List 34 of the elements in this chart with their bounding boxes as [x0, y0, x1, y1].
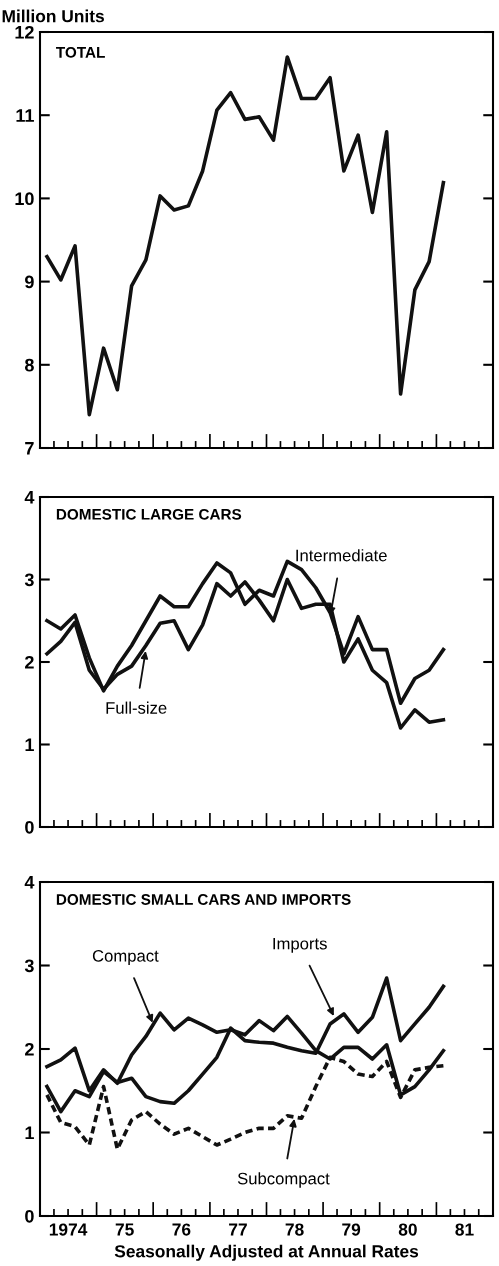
annotation: Imports	[273, 937, 327, 953]
y-tick-label: 1	[25, 1126, 34, 1140]
y-tick-label: 7	[25, 442, 34, 455]
y-tick-label: 10	[15, 192, 34, 206]
y-tick-label: 12	[15, 25, 34, 39]
y-tick-label: 8	[24, 358, 34, 372]
y-tick-label: 3	[24, 573, 34, 587]
x-tick-label: 78	[285, 1223, 304, 1236]
y-tick-label: 4	[24, 491, 35, 504]
y-tick-label: 2	[25, 655, 34, 669]
x-tick-label: 77	[229, 1223, 247, 1236]
annotation: Subcompact	[237, 1172, 330, 1188]
x-axis-title: Seasonally Adjusted at Annual Rates	[114, 1244, 419, 1261]
annotation: Compact	[92, 949, 159, 966]
y-tick-label: 1	[25, 738, 34, 752]
x-tick-label: 75	[115, 1223, 134, 1236]
y-tick-label: 0	[25, 820, 34, 834]
y-tick-label: 3	[24, 959, 34, 973]
annotation: Intermediate	[296, 549, 387, 562]
x-tick-label: 76	[172, 1223, 191, 1236]
x-tick-label: 81	[455, 1223, 474, 1236]
y-tick-label: 0	[25, 1209, 34, 1223]
x-tick-label: 80	[398, 1223, 417, 1236]
y-tick-label: 11	[16, 109, 34, 122]
x-tick-label: 79	[342, 1223, 361, 1236]
y-tick-label: 4	[24, 876, 35, 889]
x-tick-label: 1974	[49, 1223, 88, 1236]
annotation: Full-size	[106, 701, 167, 714]
y-tick-label: 9	[25, 275, 34, 289]
text: DOMESTIC SMALL CARS AND IMPORTS	[56, 894, 351, 905]
text: TOTAL	[56, 46, 105, 58]
y-axis-title: Million Units	[2, 9, 104, 23]
text: DOMESTIC LARGE CARS	[56, 508, 242, 520]
y-tick-label: 2	[25, 1042, 34, 1056]
